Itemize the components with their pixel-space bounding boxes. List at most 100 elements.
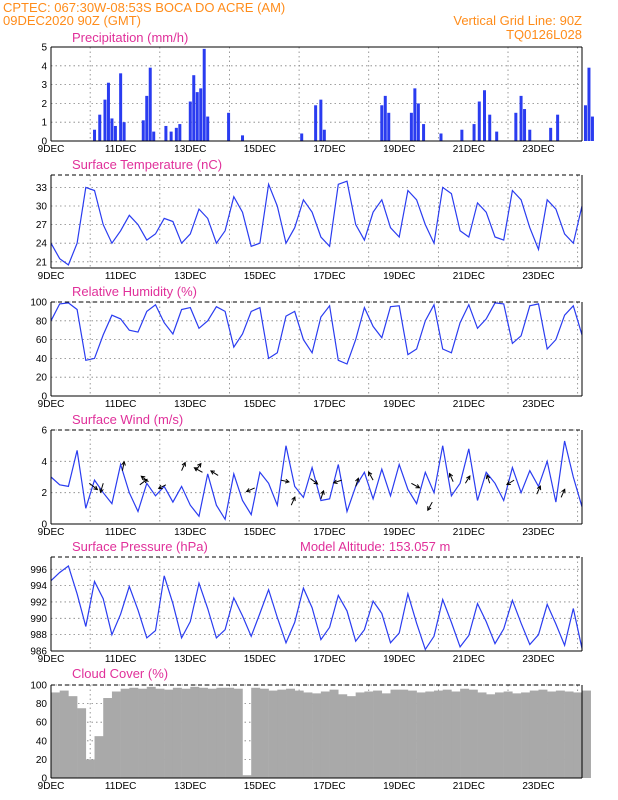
- precipitation-bar: [113, 125, 117, 141]
- wind-vector-head: [466, 475, 471, 481]
- precipitation-bar: [322, 129, 326, 141]
- cloud-xtick-label: 21DEC: [453, 781, 485, 792]
- rh-xtick-label: 17DEC: [313, 399, 345, 410]
- cloud-cover-bar: [181, 688, 191, 778]
- precipitation-bar: [174, 127, 178, 141]
- temperature-title: Surface Temperature (nC): [72, 157, 222, 172]
- temp-ytick-label: 30: [36, 202, 48, 213]
- cloud-cover-bar: [434, 690, 443, 778]
- wind-vector-head: [99, 488, 104, 494]
- precipitation-bar: [93, 129, 97, 141]
- cloud-cover-bar: [129, 687, 139, 778]
- cloud-cover-bar: [390, 689, 400, 778]
- rh-xtick-label: 11DEC: [105, 399, 137, 410]
- wind-vector-head: [284, 478, 290, 484]
- cloud-ytick-label: 20: [36, 755, 48, 766]
- cloud-ytick-label: 80: [36, 699, 48, 710]
- wind-vector: [140, 475, 149, 483]
- wind-xtick-label: 9DEC: [38, 527, 65, 538]
- cloud-cover-bar: [547, 691, 557, 778]
- pressure-xtick-label: 13DEC: [174, 654, 206, 665]
- cloud-cover-bar: [468, 689, 478, 778]
- cloud-cover-bar: [138, 688, 148, 778]
- precipitation-bar: [488, 114, 492, 141]
- wind-vector: [290, 496, 296, 506]
- wind-vector: [246, 487, 255, 493]
- wind-vector-head: [197, 462, 202, 468]
- pressure-ytick-label: 988: [30, 630, 47, 641]
- precipitation-bar: [119, 73, 123, 141]
- precipitation-bar: [314, 105, 318, 141]
- cloud-cover-bar: [233, 688, 243, 778]
- precipitation-bar: [416, 103, 420, 141]
- wind-vector: [88, 482, 98, 490]
- precipitation-bar: [164, 125, 168, 141]
- pressure-ytick-label: 990: [30, 614, 47, 625]
- wind-vector: [181, 462, 186, 471]
- rh-xtick-label: 13DEC: [174, 399, 206, 410]
- precipitation-bar: [439, 133, 443, 141]
- cloud-cover-bar: [338, 694, 348, 778]
- wind-vector-head: [536, 485, 542, 491]
- temp-ytick-label: 27: [36, 220, 48, 231]
- cloud-cover-bar: [355, 692, 365, 778]
- cloud-xtick-label: 13DEC: [174, 781, 206, 792]
- cloud-cover-bar: [555, 690, 565, 778]
- cloud-cover-bar: [381, 693, 391, 778]
- precipitation-bar: [413, 88, 417, 141]
- cloud-cover-bar: [407, 690, 417, 778]
- header-run-time: 09DEC2020 90Z (GMT): [3, 13, 141, 28]
- temp-xtick-label: 9DEC: [38, 271, 65, 282]
- wind-vector: [368, 471, 374, 481]
- wind-title: Surface Wind (m/s): [72, 412, 183, 427]
- precip-xtick-label: 9DEC: [38, 144, 65, 155]
- wind-vector: [355, 478, 359, 487]
- rh-series-line: [50, 302, 583, 365]
- wind-vector: [411, 482, 420, 489]
- precipitation-bar: [110, 118, 114, 141]
- cloud-xtick-label: 9DEC: [38, 781, 65, 792]
- precipitation-bar: [300, 133, 304, 141]
- cloud-cover-bar: [303, 692, 313, 778]
- cloud-cover-bar: [251, 687, 261, 778]
- temp-ytick-label: 21: [36, 257, 48, 268]
- cloud-cover-bar: [286, 688, 295, 778]
- precipitation-bar: [202, 48, 206, 141]
- wind-vector-head: [193, 467, 199, 472]
- pressure-ytick-label: 986: [30, 647, 47, 658]
- temp-ytick-label: 33: [36, 183, 48, 194]
- temp-series-line: [50, 180, 583, 266]
- cloud-cover-bar: [346, 696, 356, 778]
- cloud-cover-bar: [164, 689, 174, 778]
- precipitation-bar: [103, 99, 107, 141]
- wind-ytick-label: 4: [41, 457, 47, 468]
- wind-vector: [280, 479, 290, 483]
- precip-xtick-label: 11DEC: [105, 144, 137, 155]
- precipitation-bar: [556, 114, 560, 141]
- cloud-cover-bar: [564, 691, 574, 778]
- cloud-cover-bar: [460, 688, 470, 778]
- wind-vector-head: [210, 470, 215, 475]
- cloud-cover-bar: [111, 691, 121, 778]
- precipitation-bar: [483, 90, 487, 141]
- cloud-cover-bar: [77, 708, 87, 778]
- cloud-cover-bar: [242, 775, 252, 778]
- rh-xtick-label: 21DEC: [453, 399, 485, 410]
- header-model-code: TQ0126L028: [506, 27, 582, 42]
- precipitation-bar: [514, 112, 518, 141]
- wind-vector: [195, 463, 202, 472]
- wind-series-line: [50, 440, 583, 521]
- wind-vector-head: [427, 506, 432, 512]
- rh-ytick-label: 20: [36, 373, 48, 384]
- precipitation-bar: [387, 112, 391, 141]
- precipitation-bar: [460, 129, 464, 141]
- pressure-ytick-label: 992: [30, 597, 47, 608]
- rh-xtick-label: 15DEC: [244, 399, 276, 410]
- precip-xtick-label: 23DEC: [522, 144, 554, 155]
- header-station: CPTEC: 067:30W-08:53S BOCA DO ACRE (AM): [3, 0, 285, 15]
- wind-vector-head: [415, 484, 421, 489]
- wind-vector-head: [448, 472, 454, 478]
- precipitation-bar: [523, 109, 527, 141]
- wind-xtick-label: 17DEC: [313, 527, 345, 538]
- precip-xtick-label: 13DEC: [174, 144, 206, 155]
